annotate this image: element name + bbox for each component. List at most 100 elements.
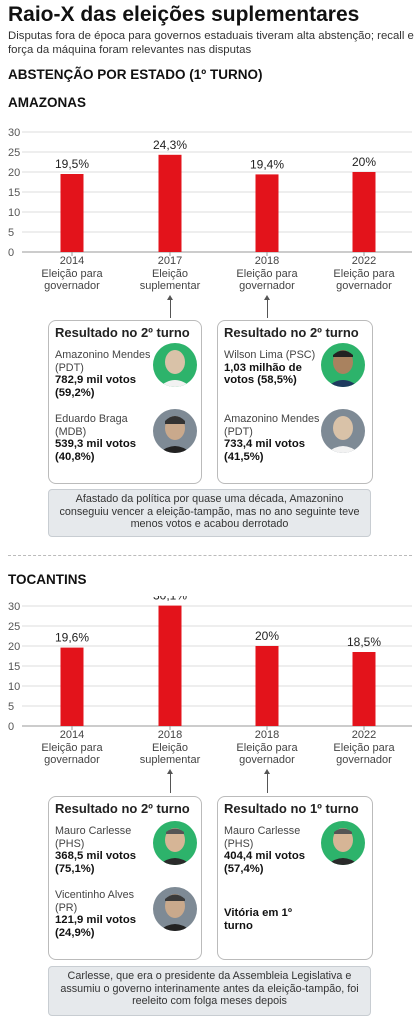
bar-2022: [352, 172, 376, 252]
candidate-name: Eduardo Braga (MDB): [55, 413, 128, 438]
candidate-eduardo-braga: Eduardo Braga (MDB) 539,3 mil votos (40,8…: [55, 413, 153, 463]
y-tick-label: 0: [8, 247, 14, 259]
category-year: 2022: [351, 729, 377, 741]
section-title: ABSTENÇÃO POR ESTADO (1º TURNO): [8, 67, 263, 82]
category-amazonas-2: 2018 Eleição para governador: [222, 255, 312, 293]
category-amazonas-1: 2017 Eleição suplementar: [125, 255, 215, 293]
candidate-wilson-lima: Wilson Lima (PSC) 1,03 milhão de votos (5…: [224, 349, 322, 387]
candidate-mauro-carlesse: Mauro Carlesse (PHS) 404,4 mil votos (57,…: [224, 825, 322, 875]
candidate-photo-avatar: [321, 821, 365, 865]
candidate-name: Mauro Carlesse (PHS): [55, 825, 132, 850]
box-title: Resultado no 2º turno: [55, 325, 190, 340]
category-amazonas-0: 2014 Eleição para governador: [27, 255, 117, 293]
bar-2018: [255, 174, 279, 252]
y-tick-label: 0: [8, 721, 14, 733]
bar-value-label: 19,4%: [250, 157, 284, 171]
categories-tocantins: 2014 Eleição para governador 2018 Eleição …: [0, 729, 420, 785]
candidate-name: Amazonino Mendes (PDT): [55, 349, 151, 374]
category-tocantins-0: 2014 Eleição para governador: [27, 729, 117, 767]
pointer-arrow: [167, 769, 173, 793]
note-amazonas: Afastado da política por quase uma décad…: [48, 489, 371, 537]
y-tick-label: 20: [8, 641, 20, 653]
y-tick-label: 25: [8, 147, 20, 159]
pointer-arrow: [167, 295, 173, 318]
category-label: Eleição para governador: [41, 267, 103, 293]
y-tick-label: 10: [8, 681, 20, 693]
category-year: 2022: [351, 255, 377, 267]
y-tick-label: 25: [8, 621, 20, 633]
category-label: Eleição suplementar: [139, 267, 201, 293]
y-tick-label: 5: [8, 227, 14, 239]
y-tick-label: 15: [8, 187, 20, 199]
candidate-photo-avatar: [153, 409, 197, 453]
candidate-photo-avatar: [153, 887, 197, 931]
result-box-amazonas-2017: Resultado no 2º turno Amazonino Mendes (…: [48, 320, 202, 484]
category-tocantins-3: 2022 Eleição para governador: [319, 729, 409, 767]
candidate-photo-avatar: [321, 409, 365, 453]
candidate-name: Amazonino Mendes (PDT): [224, 413, 320, 438]
candidate-votes: 404,4 mil votos (57,4%): [224, 850, 305, 875]
bar-2014: [60, 647, 84, 726]
person-icon: [159, 894, 191, 931]
candidate-photo-avatar: [321, 343, 365, 387]
y-tick-label: 30: [8, 601, 20, 613]
pointer-arrow: [264, 295, 270, 318]
bar-value-label: 20%: [352, 155, 376, 169]
y-tick-label: 20: [8, 167, 20, 179]
page-title: Raio-X das eleições suplementares: [8, 3, 360, 26]
y-tick-label: 10: [8, 207, 20, 219]
bar-2017: [158, 154, 182, 252]
pointer-arrow: [264, 769, 270, 793]
person-icon: [327, 350, 359, 387]
y-tick-label: 5: [8, 701, 14, 713]
bar-value-label: 19,6%: [55, 631, 89, 645]
candidate-amazonino-mendes: Amazonino Mendes (PDT) 782,9 mil votos (5…: [55, 349, 153, 399]
category-tocantins-1: 2018 Eleição suplementar: [125, 729, 215, 767]
chart-amazonas: 0 5 10 15 20 25 30 19,5% 24,3% 19,4% 20%: [8, 127, 412, 259]
candidate-votes: 1,03 milhão de votos (58,5%): [224, 361, 302, 387]
candidate-votes: 539,3 mil votos (40,8%): [55, 438, 136, 463]
y-tick-label: 15: [8, 661, 20, 673]
person-icon: [327, 416, 359, 453]
category-year: 2018: [157, 729, 183, 741]
category-label: Eleição para governador: [333, 741, 395, 767]
bar-value-label: 24,3%: [153, 138, 187, 152]
category-year: 2017: [157, 255, 183, 267]
category-tocantins-2: 2018 Eleição para governador: [222, 729, 312, 767]
candidate-photo-avatar: [153, 821, 197, 865]
candidate-votes: 368,5 mil votos (75,1%): [55, 850, 136, 875]
category-label: Eleição para governador: [236, 267, 298, 293]
note-tocantins: Carlesse, que era o presidente da Assemb…: [48, 966, 371, 1016]
category-year: 2018: [254, 255, 280, 267]
candidate-name: Vicentinho Alves (PR): [55, 889, 135, 914]
category-year: 2014: [59, 729, 85, 741]
categories-amazonas: 2014 Eleição para governador 2017 Eleição …: [0, 255, 420, 311]
person-icon: [159, 416, 191, 453]
candidate-mauro-carlesse: Mauro Carlesse (PHS) 368,5 mil votos (75,…: [55, 825, 153, 875]
bar-value-label: 30,1%: [153, 596, 187, 603]
category-label: Eleição para governador: [236, 741, 298, 767]
bar-value-label: 18,5%: [347, 635, 381, 649]
box-title: Resultado no 1º turno: [224, 801, 359, 816]
candidate-name: Wilson Lima (PSC): [224, 349, 316, 361]
bar-value-label: 20%: [255, 629, 279, 643]
chart-tocantins: 0 5 10 15 20 25 30 19,6% 30,1% 20% 18,5%: [8, 596, 412, 733]
category-label: Eleição suplementar: [139, 741, 201, 767]
candidate-vicentinho-alves: Vicentinho Alves (PR) 121,9 mil votos (24…: [55, 889, 153, 939]
page-subtitle: Disputas fora de época para governos est…: [8, 30, 414, 56]
person-icon: [159, 350, 191, 387]
category-label: Eleição para governador: [333, 267, 395, 293]
state-title-amazonas: AMAZONAS: [8, 95, 86, 110]
result-box-tocantins-suplementar: Resultado no 2º turno Mauro Carlesse (PH…: [48, 796, 202, 960]
candidate-votes: 733,4 mil votos (41,5%): [224, 438, 305, 463]
person-icon: [327, 828, 359, 865]
bar-2018: [158, 605, 182, 726]
candidate-votes: 782,9 mil votos (59,2%): [55, 374, 136, 399]
y-tick-label: 30: [8, 127, 20, 139]
victory-note: Vitória em 1º turno: [224, 907, 292, 932]
category-year: 2018: [254, 729, 280, 741]
candidate-amazonino-mendes: Amazonino Mendes (PDT) 733,4 mil votos (4…: [224, 413, 322, 463]
bar-2018: [255, 646, 279, 726]
bar-2022: [352, 652, 376, 726]
section-divider: [8, 555, 412, 556]
